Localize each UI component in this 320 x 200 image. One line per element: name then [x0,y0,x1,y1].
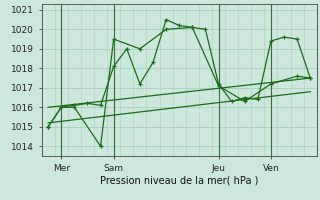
X-axis label: Pression niveau de la mer( hPa ): Pression niveau de la mer( hPa ) [100,175,258,185]
